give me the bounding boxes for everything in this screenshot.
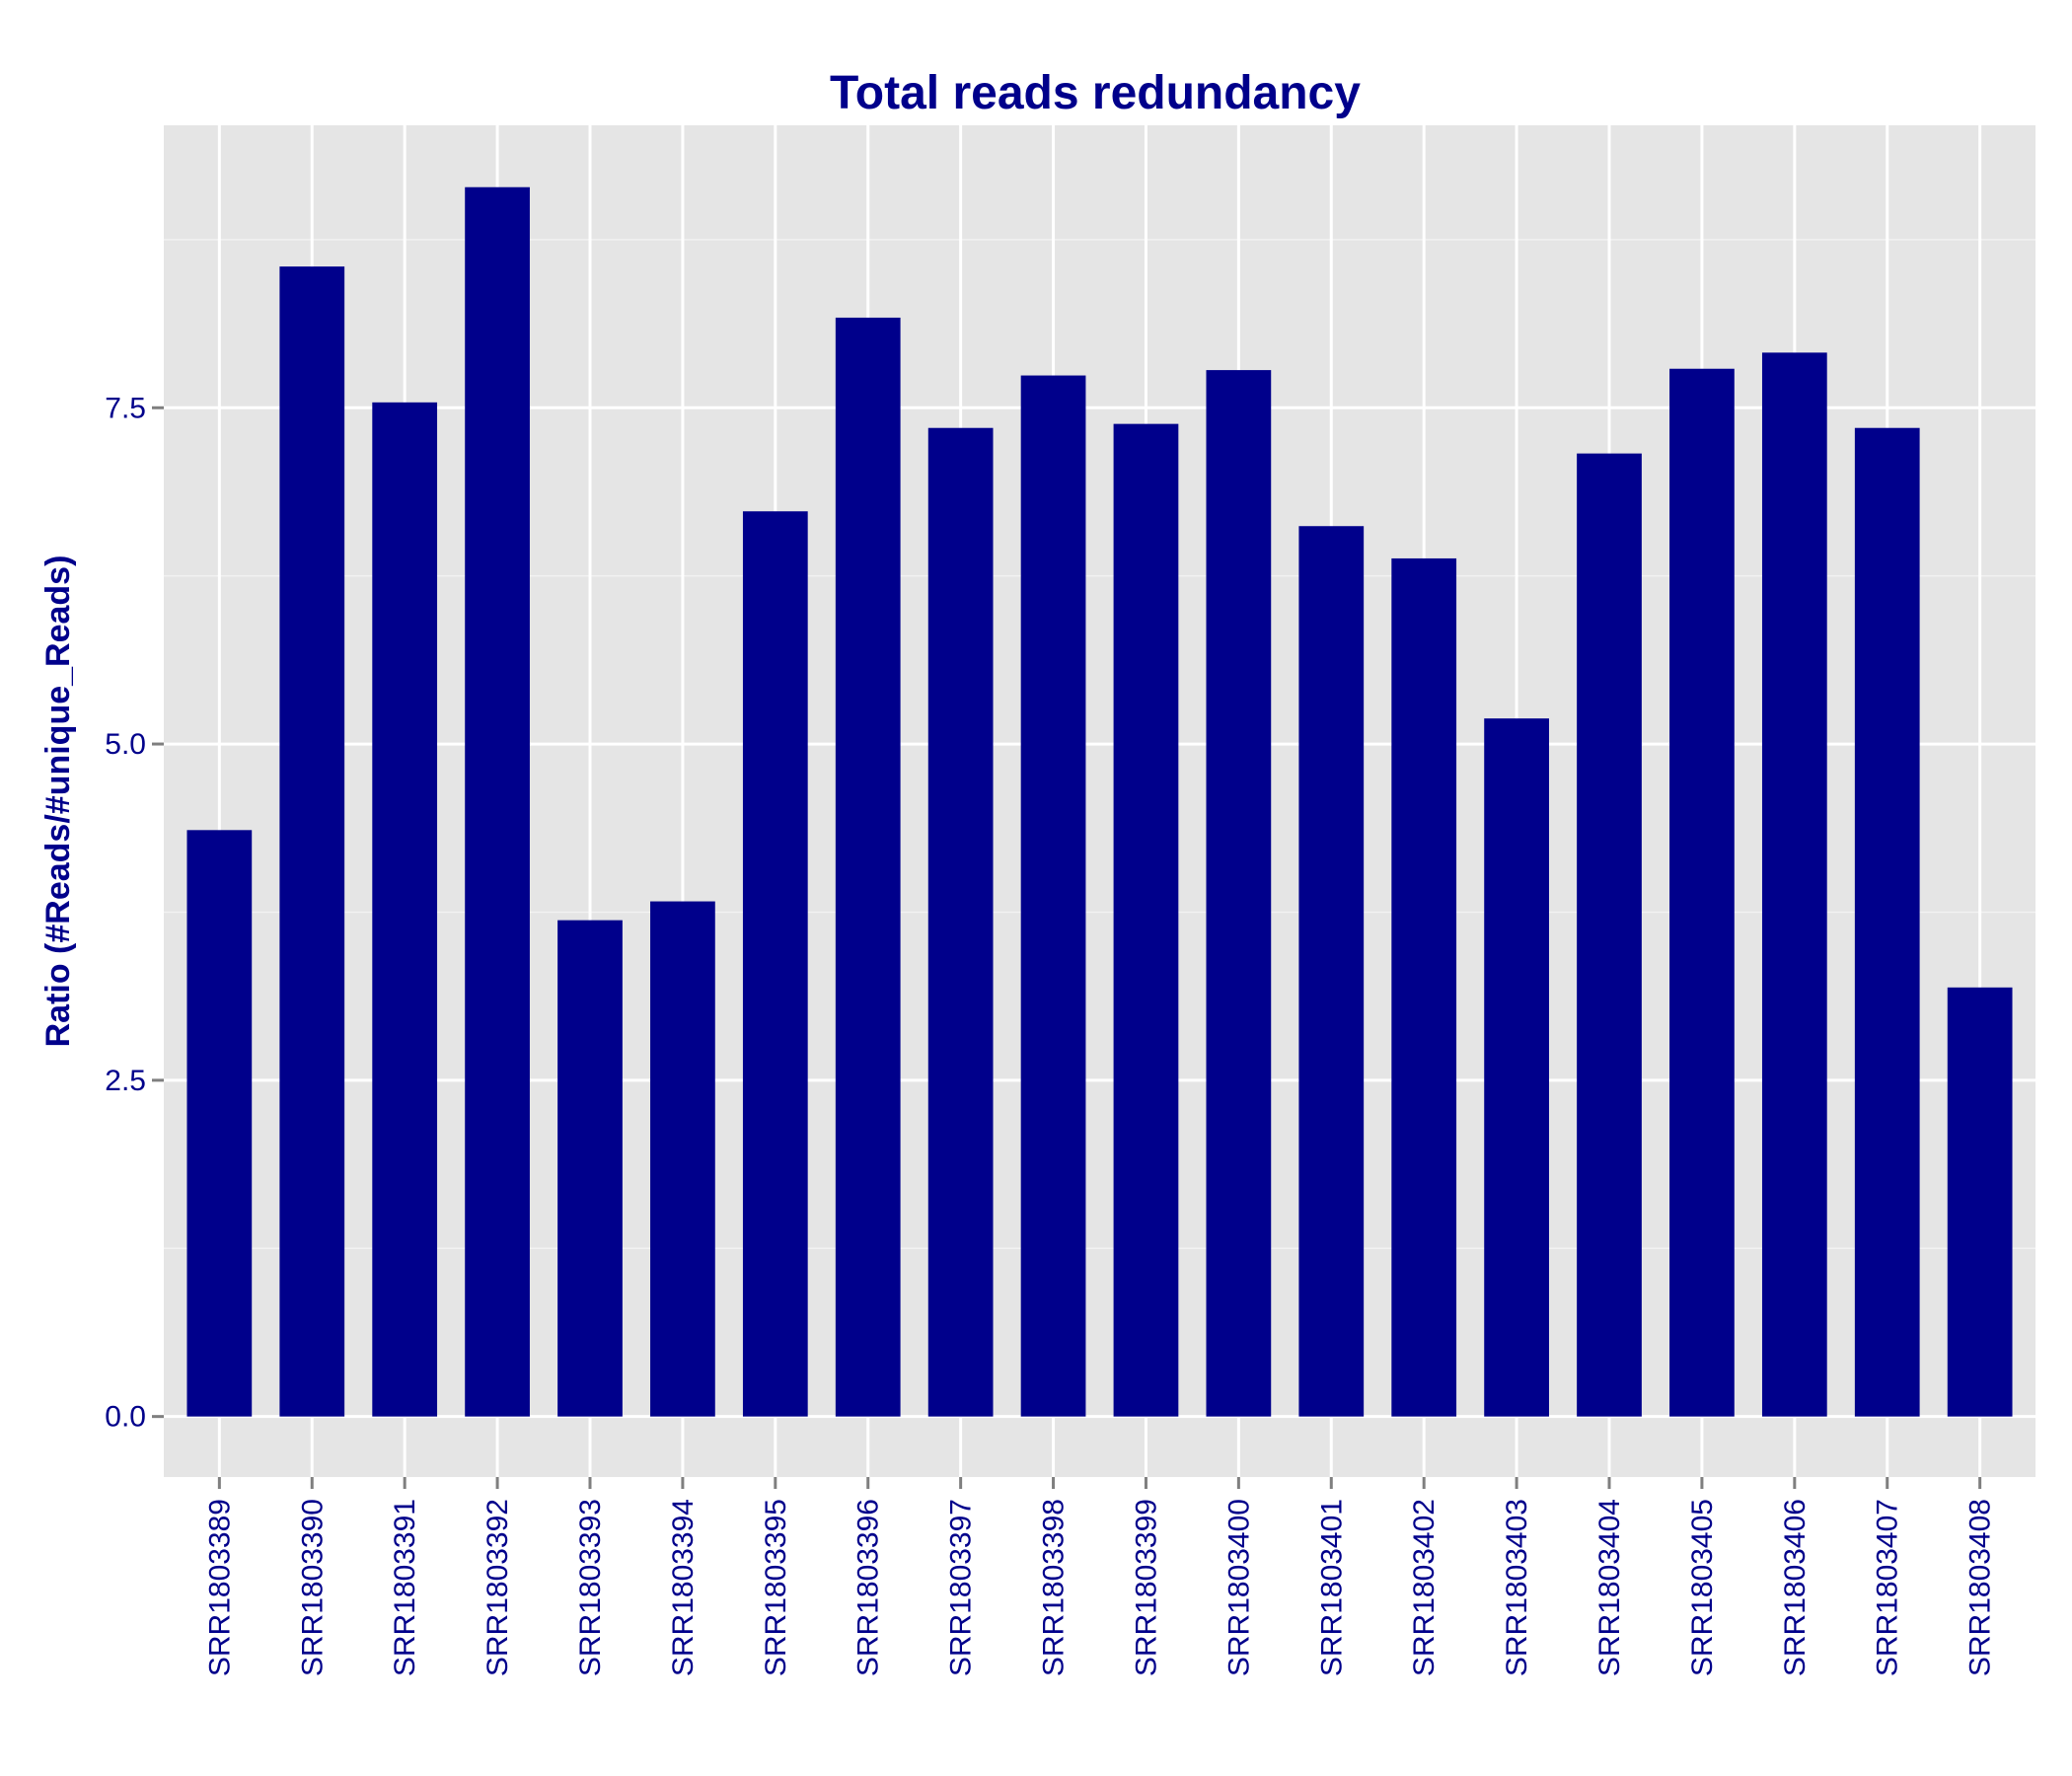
bar-SRR1803400 (1206, 370, 1272, 1417)
x-tick-label: SRR1803400 (1222, 1499, 1255, 1676)
bar-SRR1803391 (372, 402, 438, 1417)
bar-SRR1803390 (279, 266, 345, 1417)
bar-SRR1803397 (927, 427, 994, 1417)
y-tick-label: 0.0 (105, 1401, 146, 1434)
x-tick-label: SRR1803401 (1315, 1499, 1348, 1676)
y-tick-label: 5.0 (105, 728, 146, 761)
bar-SRR1803394 (650, 901, 715, 1417)
y-tick-label: 2.5 (105, 1065, 146, 1097)
bar-SRR1803405 (1669, 368, 1735, 1417)
x-tick-label: SRR1803398 (1038, 1499, 1071, 1676)
x-tick-label: SRR1803407 (1872, 1499, 1904, 1676)
y-axis: 0.0 2.5 5.0 7.5 (105, 392, 164, 1434)
x-tick-label: SRR1803405 (1686, 1499, 1719, 1676)
x-tick-label: SRR1803397 (945, 1499, 978, 1676)
x-tick-label: SRR1803408 (1964, 1499, 1997, 1676)
bar-SRR1803404 (1577, 453, 1642, 1417)
chart-title: Total reads redundancy (830, 67, 1361, 119)
x-axis: SRR1803389 SRR1803390 SRR1803391 SRR1803392… (203, 1477, 1997, 1676)
x-tick-label: SRR1803402 (1408, 1499, 1441, 1676)
x-tick-label: SRR1803404 (1593, 1499, 1626, 1676)
bar-SRR1803408 (1947, 987, 2013, 1417)
x-tick-label: SRR1803395 (760, 1499, 792, 1676)
x-tick-label: SRR1803392 (481, 1499, 514, 1676)
bar-layer (186, 186, 2013, 1417)
x-tick-label: SRR1803394 (667, 1499, 700, 1676)
x-tick-label: SRR1803406 (1779, 1499, 1812, 1676)
x-tick-label: SRR1803389 (203, 1499, 236, 1676)
bar-SRR1803407 (1854, 427, 1920, 1417)
bar-SRR1803402 (1391, 557, 1457, 1417)
bar-SRR1803403 (1484, 718, 1549, 1417)
x-tick-label: SRR1803390 (296, 1499, 329, 1676)
plot-panel (164, 125, 2035, 1477)
x-tick-label: SRR1803403 (1501, 1499, 1533, 1676)
y-axis-label: Ratio (#Reads/#unique_Reads) (39, 555, 77, 1048)
bar-SRR1803395 (742, 511, 808, 1417)
x-tick-label: SRR1803393 (574, 1499, 607, 1676)
bar-SRR1803398 (1020, 375, 1086, 1417)
x-tick-label: SRR1803399 (1130, 1499, 1162, 1676)
bar-SRR1803389 (186, 830, 253, 1417)
x-tick-label: SRR1803391 (389, 1499, 421, 1676)
bar-SRR1803393 (557, 920, 623, 1417)
bar-SRR1803399 (1113, 423, 1179, 1417)
bar-SRR1803392 (465, 186, 530, 1417)
bar-SRR1803396 (835, 317, 901, 1417)
bar-SRR1803406 (1761, 352, 1827, 1417)
y-tick-label: 7.5 (105, 392, 146, 424)
x-tick-label: SRR1803396 (852, 1499, 885, 1676)
bar-SRR1803401 (1298, 526, 1365, 1417)
